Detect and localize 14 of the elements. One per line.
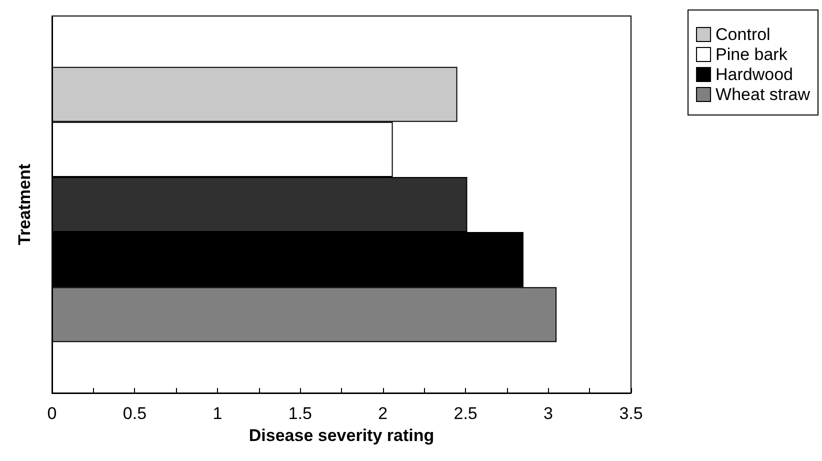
legend-label: Wheat straw <box>716 85 811 104</box>
x-tick-label: 3 <box>544 404 554 423</box>
x-tick-label: 2.5 <box>454 404 478 423</box>
x-tick-label: 1 <box>212 404 222 423</box>
x-tick-label: 3.5 <box>619 404 643 423</box>
y-axis-title: Treatment <box>15 164 34 246</box>
x-tick-label: 2 <box>378 404 388 423</box>
legend-label: Hardwood <box>716 65 794 84</box>
legend-label: Pine bark <box>716 45 788 64</box>
legend-label: Control <box>716 25 770 44</box>
x-tick-label: 0 <box>47 404 57 423</box>
x-tick-label: 1.5 <box>288 404 312 423</box>
x-axis-title: Disease severity rating <box>248 426 434 445</box>
x-tick-label: 0.5 <box>122 404 147 423</box>
